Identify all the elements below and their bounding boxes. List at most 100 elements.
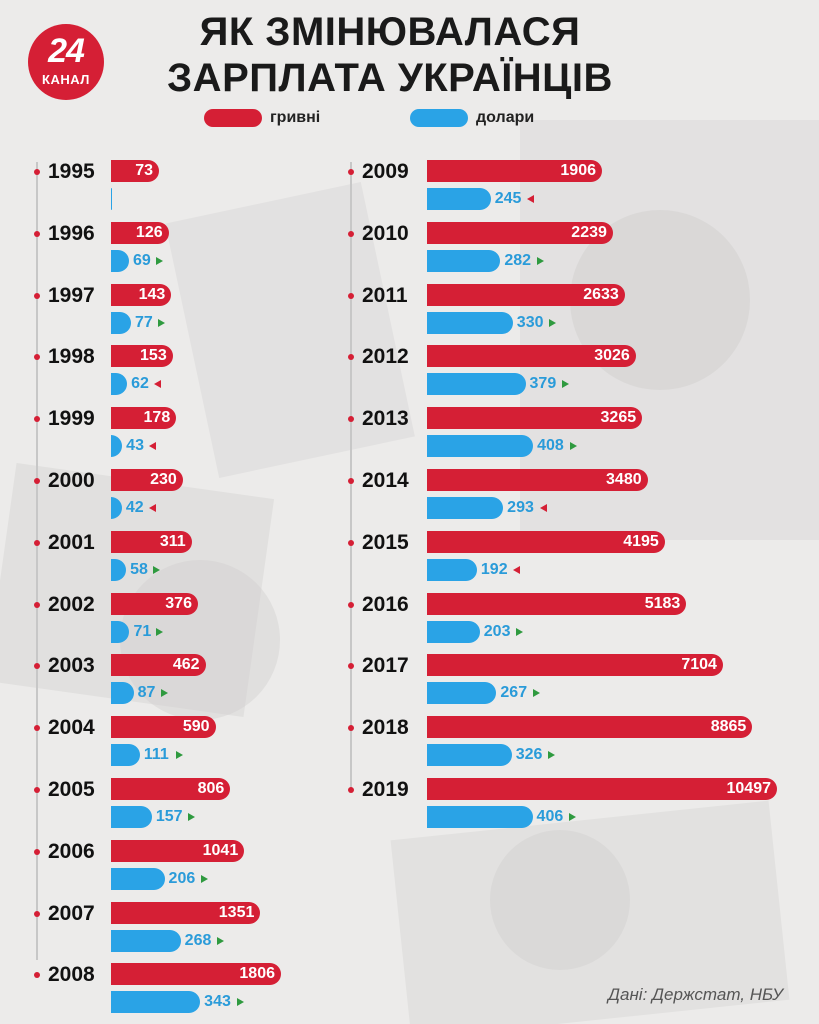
usd-bar: [111, 867, 165, 890]
year-marker-dot: [34, 848, 40, 855]
trend-up-icon: [536, 256, 544, 265]
usd-value-label: 268: [184, 931, 212, 949]
usd-value-label: 62: [131, 375, 149, 393]
usd-value-label: 293: [507, 499, 534, 516]
year-marker-dot: [34, 787, 40, 793]
usd-bar: [111, 497, 122, 519]
usd-bar: [111, 188, 112, 210]
trend-up-icon: [236, 998, 244, 1007]
usd-value-label: 71: [133, 622, 152, 640]
usd-value-label: 77: [135, 313, 153, 331]
year-marker-dot: [348, 539, 354, 546]
uah-bar: 590: [111, 716, 216, 739]
trend-down-icon: [149, 442, 157, 451]
trend-up-icon: [160, 689, 168, 698]
legend-uah-label: гривні: [270, 109, 321, 126]
trend-down-icon: [513, 565, 521, 574]
year-label: 2005: [48, 778, 95, 801]
uah-bar: 1351: [111, 901, 261, 924]
year-marker-dot: [348, 169, 354, 175]
page-title-line-2: ЗАРПЛАТА УКРАЇНЦІВ: [167, 56, 613, 100]
usd-value-label: 43: [126, 437, 144, 455]
year-label: 2002: [48, 592, 95, 616]
year-label: 2010: [362, 221, 409, 245]
year-label: 2004: [48, 716, 95, 740]
trend-down-icon: [148, 504, 156, 512]
usd-value-label: 87: [137, 684, 156, 702]
year-label: 1996: [48, 221, 95, 245]
usd-bar: [427, 558, 477, 581]
trend-up-icon: [516, 627, 524, 636]
usd-value-label: 192: [480, 560, 508, 578]
year-label: 2001: [48, 530, 95, 554]
usd-value-label: 282: [504, 251, 532, 269]
trend-up-icon: [562, 380, 570, 389]
usd-value-label: 343: [204, 993, 231, 1011]
year-marker-dot: [34, 663, 40, 670]
year-label: 2011: [362, 283, 408, 307]
year-label: 1995: [48, 160, 95, 183]
year-label: 2008: [48, 963, 95, 987]
year-marker-dot: [34, 169, 40, 175]
logo-number: 24: [48, 32, 85, 70]
uah-bar: 143: [111, 283, 172, 306]
trend-up-icon: [217, 936, 225, 945]
uah-bar: 7104: [427, 654, 723, 677]
uah-bar: 8865: [427, 716, 753, 739]
trend-up-icon: [569, 442, 577, 451]
uah-bar: 1906: [427, 160, 602, 182]
usd-value-label: 58: [130, 560, 148, 578]
year-marker-dot: [348, 230, 354, 237]
usd-bar: [427, 435, 534, 458]
uah-bar: 73: [111, 160, 159, 182]
legend-usd-swatch: [410, 109, 468, 127]
usd-bar: [427, 682, 497, 705]
uah-bar: 4195: [427, 530, 665, 553]
usd-bar: [111, 435, 123, 458]
year-marker-dot: [348, 787, 354, 793]
trend-down-icon: [527, 195, 535, 203]
year-label: 2015: [362, 530, 409, 554]
timeline-line: [36, 162, 38, 960]
year-marker-dot: [34, 230, 40, 237]
trend-down-icon: [539, 504, 547, 512]
trend-up-icon: [188, 813, 196, 821]
trend-up-icon: [201, 874, 209, 883]
usd-bar: [111, 991, 201, 1014]
usd-bar: [111, 373, 128, 396]
year-marker-dot: [348, 725, 354, 732]
uah-bar: 10497: [427, 778, 777, 800]
usd-bar: [427, 744, 512, 767]
usd-bar: [427, 806, 533, 828]
year-marker-dot: [34, 354, 40, 361]
year-marker-dot: [34, 478, 40, 484]
uah-bar: 153: [111, 345, 173, 368]
usd-bar: [111, 682, 134, 705]
usd-bar: [427, 249, 501, 272]
year-label: 2018: [362, 716, 409, 740]
uah-bar: 3026: [427, 345, 636, 368]
usd-bar: [427, 311, 513, 334]
uah-bar: 1806: [111, 963, 281, 986]
uah-bar: 311: [111, 530, 192, 553]
year-marker-dot: [34, 292, 40, 299]
usd-bar: [111, 744, 140, 767]
uah-bar: 806: [111, 778, 231, 800]
trend-up-icon: [548, 751, 556, 760]
usd-bar: [111, 620, 130, 643]
trend-up-icon: [153, 565, 161, 574]
uah-bar: 376: [111, 592, 198, 615]
usd-value-label: 379: [529, 375, 557, 393]
usd-value-label: 326: [515, 746, 543, 764]
uah-bar: 2633: [427, 283, 625, 306]
trend-down-icon: [154, 380, 162, 389]
year-marker-dot: [348, 601, 354, 608]
channel-24-logo: 24 КАНАЛ: [28, 24, 104, 100]
trend-up-icon: [569, 813, 577, 821]
year-label: 2017: [362, 654, 409, 678]
logo-text: КАНАЛ: [42, 72, 90, 87]
year-marker-dot: [348, 292, 354, 299]
trend-up-icon: [549, 318, 557, 327]
year-label: 1997: [48, 283, 95, 307]
year-marker-dot: [34, 416, 40, 423]
